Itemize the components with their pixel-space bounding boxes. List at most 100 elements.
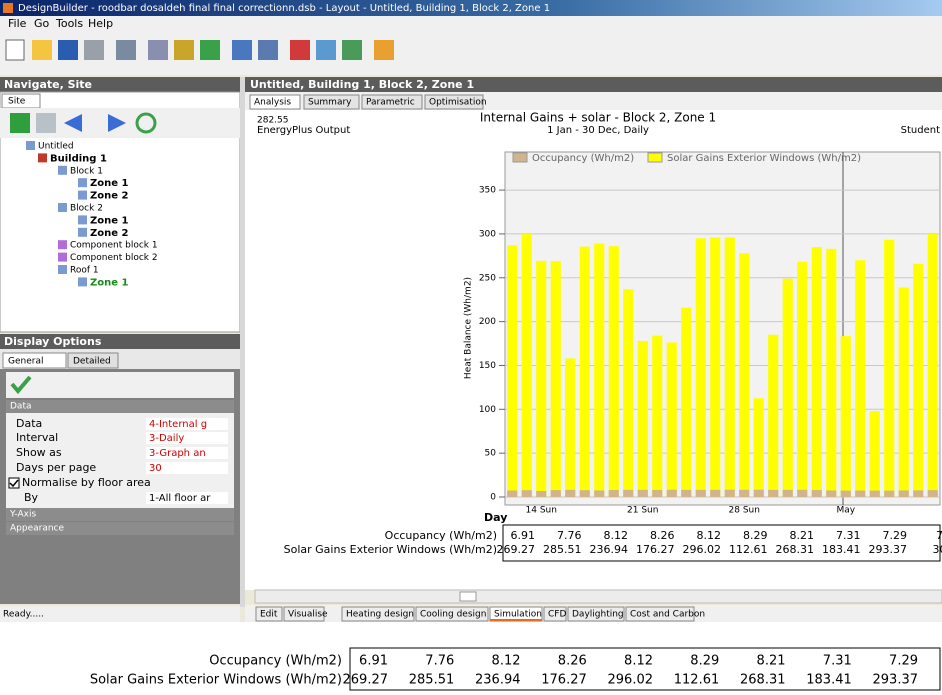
nav-icon[interactable] (36, 113, 56, 133)
tool-icon[interactable] (374, 40, 394, 60)
bar (608, 246, 619, 497)
title-bar (0, 0, 942, 16)
nav-forward[interactable] (108, 114, 126, 132)
option-field[interactable] (146, 432, 228, 444)
splitter[interactable] (240, 77, 245, 607)
menu-item[interactable]: File (8, 17, 27, 30)
bar (869, 490, 880, 497)
bar (608, 489, 619, 497)
tool-icon[interactable] (342, 40, 362, 60)
toolbar-icons (5, 39, 394, 61)
nav-refresh[interactable] (135, 112, 157, 134)
tree-item[interactable]: Zone 1 (90, 277, 129, 288)
option-value[interactable]: 3-Graph an (149, 448, 206, 459)
tab[interactable] (341, 606, 415, 622)
tree-item[interactable]: Component block 2 (70, 253, 158, 263)
checkbox-label[interactable]: Normalise by floor area (22, 476, 151, 489)
bar (724, 489, 735, 497)
menu-item[interactable]: Go (34, 17, 50, 30)
section-header[interactable] (6, 508, 234, 521)
scrollbar[interactable] (254, 589, 942, 604)
menu-item[interactable]: Tools (55, 17, 83, 30)
tab[interactable] (67, 352, 119, 369)
tree-item[interactable]: Roof 1 (70, 266, 99, 276)
tab-label[interactable]: Optimisation (429, 98, 487, 108)
option-value[interactable]: 30 (149, 463, 162, 474)
checkbox[interactable] (8, 477, 20, 489)
tab-label[interactable]: Detailed (73, 357, 111, 367)
tree-item[interactable]: Block 2 (70, 204, 103, 214)
tab[interactable] (543, 606, 567, 622)
tool-icon[interactable] (84, 40, 104, 60)
tab-label[interactable]: Simulation (494, 610, 542, 620)
nav-icon[interactable] (10, 113, 30, 133)
tab-label[interactable]: Analysis (254, 98, 291, 108)
tab-label[interactable]: CFD (548, 610, 566, 620)
tree-item[interactable]: Block 1 (70, 166, 103, 176)
tool-icon[interactable] (32, 40, 52, 60)
tab-label[interactable]: Heating design (346, 610, 414, 620)
table-value: 8.12 (604, 529, 629, 542)
tab[interactable] (361, 94, 423, 110)
tab[interactable] (283, 606, 325, 622)
section-title[interactable]: Data (10, 402, 32, 412)
option-field[interactable] (146, 492, 228, 504)
tree-item[interactable]: Zone 2 (90, 228, 129, 239)
section-header[interactable] (6, 522, 234, 535)
tool-icon[interactable] (174, 40, 194, 60)
tree-item[interactable]: Zone 1 (90, 215, 129, 226)
tool-icon[interactable] (290, 40, 310, 60)
option-value[interactable]: 3-Daily (149, 433, 184, 444)
tab-label[interactable]: Cost and Carbon (630, 610, 705, 620)
tab-label[interactable]: Parametric (366, 98, 415, 108)
tab-label[interactable]: Visualise (288, 610, 328, 620)
tree-icon (78, 215, 87, 225)
tree-item[interactable]: Zone 1 (90, 178, 129, 189)
tool-icon[interactable] (232, 40, 252, 60)
tool-icon[interactable] (316, 40, 336, 60)
bar (565, 358, 576, 497)
tab[interactable] (567, 606, 625, 622)
menu-item[interactable]: Help (88, 17, 113, 30)
tab[interactable] (415, 606, 489, 622)
bar (507, 245, 518, 497)
tab-label[interactable]: Summary (308, 98, 352, 108)
tree-item[interactable]: Building 1 (50, 153, 107, 164)
tab-label[interactable]: Site (8, 97, 26, 107)
scroll-thumb[interactable] (459, 591, 477, 602)
ok-check[interactable] (10, 375, 32, 395)
tool-icon[interactable] (200, 40, 220, 60)
tab-label[interactable]: Cooling design (420, 610, 486, 620)
tab[interactable] (424, 94, 484, 110)
toolbar (0, 32, 942, 75)
tool-icon[interactable] (148, 40, 168, 60)
option-field[interactable] (146, 447, 228, 459)
tree-item[interactable]: Component block 1 (70, 241, 158, 251)
tool-icon[interactable] (116, 40, 136, 60)
bar (521, 490, 532, 497)
chart-subtitle: 1 Jan - 30 Dec, Daily (547, 125, 649, 136)
option-field[interactable] (146, 418, 228, 430)
tool-icon[interactable] (5, 39, 25, 61)
tab-label[interactable]: General (8, 357, 43, 367)
section-header[interactable] (6, 400, 234, 413)
tab[interactable] (255, 606, 283, 622)
tool-icon[interactable] (258, 40, 278, 60)
tab[interactable] (2, 352, 67, 369)
section-title[interactable]: Y-Axis (9, 510, 36, 520)
zoomed-value-table (349, 647, 941, 691)
tab-label[interactable]: Daylighting (572, 610, 624, 620)
tool-icon[interactable] (58, 40, 78, 60)
tree-item[interactable]: Zone 2 (90, 191, 129, 202)
option-value[interactable]: 1-All floor ar (149, 493, 211, 504)
tab-label[interactable]: Edit (260, 610, 278, 620)
tab[interactable] (625, 606, 695, 622)
option-field[interactable] (146, 462, 228, 474)
zoomed-table-value: 183.41 (806, 673, 852, 688)
tab[interactable] (249, 94, 301, 110)
tree-item[interactable]: Untitled (38, 142, 74, 152)
option-value[interactable]: 4-Internal g (149, 419, 207, 430)
nav-back[interactable] (64, 114, 82, 132)
section-title[interactable]: Appearance (10, 524, 65, 534)
tab[interactable] (303, 94, 360, 110)
